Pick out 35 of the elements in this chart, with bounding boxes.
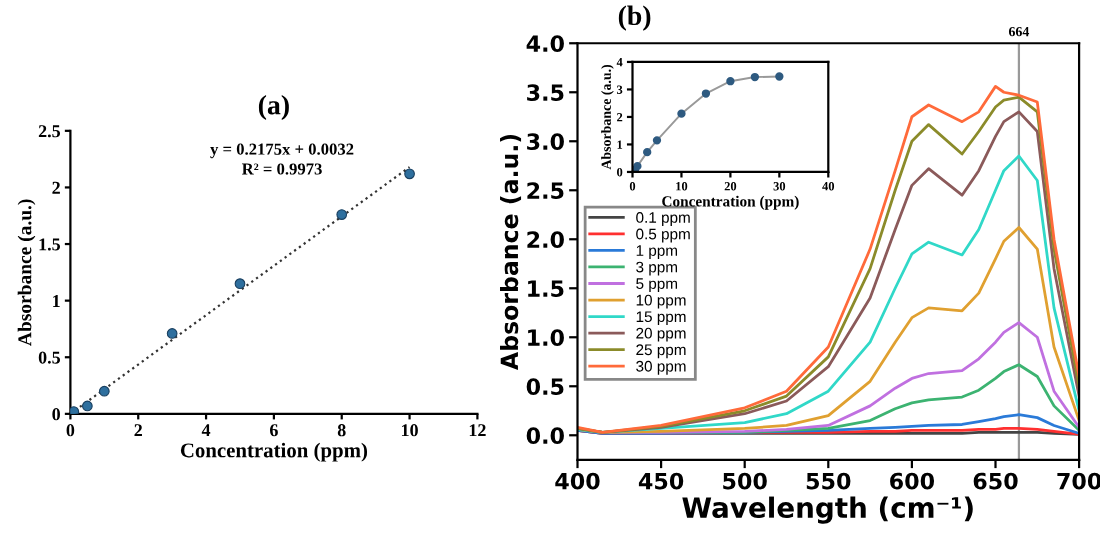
y-tick-label: 4.0 bbox=[526, 35, 564, 53]
x-tick-label: 2 bbox=[134, 424, 142, 437]
x-tick-label: 6 bbox=[270, 424, 278, 437]
x-tick-label: 8 bbox=[337, 424, 346, 437]
x-tick-label: 400 bbox=[555, 472, 600, 490]
y-tick-label: 2.0 bbox=[527, 231, 564, 249]
y-tick-label: 1.5 bbox=[39, 238, 61, 251]
y-tick-label: 0.5 bbox=[526, 378, 564, 396]
y-axis-title: Absorbance (a.u.) bbox=[500, 134, 522, 371]
x-tick-label: 0 bbox=[66, 424, 75, 437]
x-tick-label: 600 bbox=[890, 472, 935, 490]
chart-title: (a) bbox=[258, 94, 289, 121]
y-tick-label: 0.0 bbox=[526, 427, 564, 445]
annotation: R² = 0.9973 bbox=[241, 163, 322, 175]
x-tick-label: 4 bbox=[201, 424, 211, 437]
y-tick-label: 3.0 bbox=[527, 133, 564, 151]
x-tick-label: 650 bbox=[973, 472, 1018, 490]
y-tick-label: 1 bbox=[53, 294, 60, 307]
annotation: y = 0.2175x + 0.0032 bbox=[210, 143, 354, 159]
y-tick-label: 1.0 bbox=[528, 329, 564, 347]
x-tick-label: 500 bbox=[723, 472, 767, 490]
y-tick-label: 2.5 bbox=[527, 182, 564, 200]
x-axis-title: Wavelength (cm⁻¹) bbox=[682, 496, 973, 524]
y-tick-label: 1.5 bbox=[528, 280, 564, 298]
x-axis-title: Concentration (ppm) bbox=[180, 442, 368, 462]
y-axis-title: Absorbance (a.u.) bbox=[17, 199, 36, 346]
y-tick-label: 0.5 bbox=[38, 351, 61, 364]
x-tick-label: 10 bbox=[401, 424, 418, 437]
y-tick-label: 2.5 bbox=[38, 125, 61, 138]
chart-title: (b) bbox=[618, 5, 651, 31]
x-tick-label: 12 bbox=[469, 424, 486, 437]
x-tick-label: 550 bbox=[806, 472, 851, 490]
y-tick-label: 0 bbox=[52, 408, 60, 421]
y-tick-label: 3.5 bbox=[527, 84, 564, 102]
x-tick-label: 450 bbox=[638, 472, 684, 490]
